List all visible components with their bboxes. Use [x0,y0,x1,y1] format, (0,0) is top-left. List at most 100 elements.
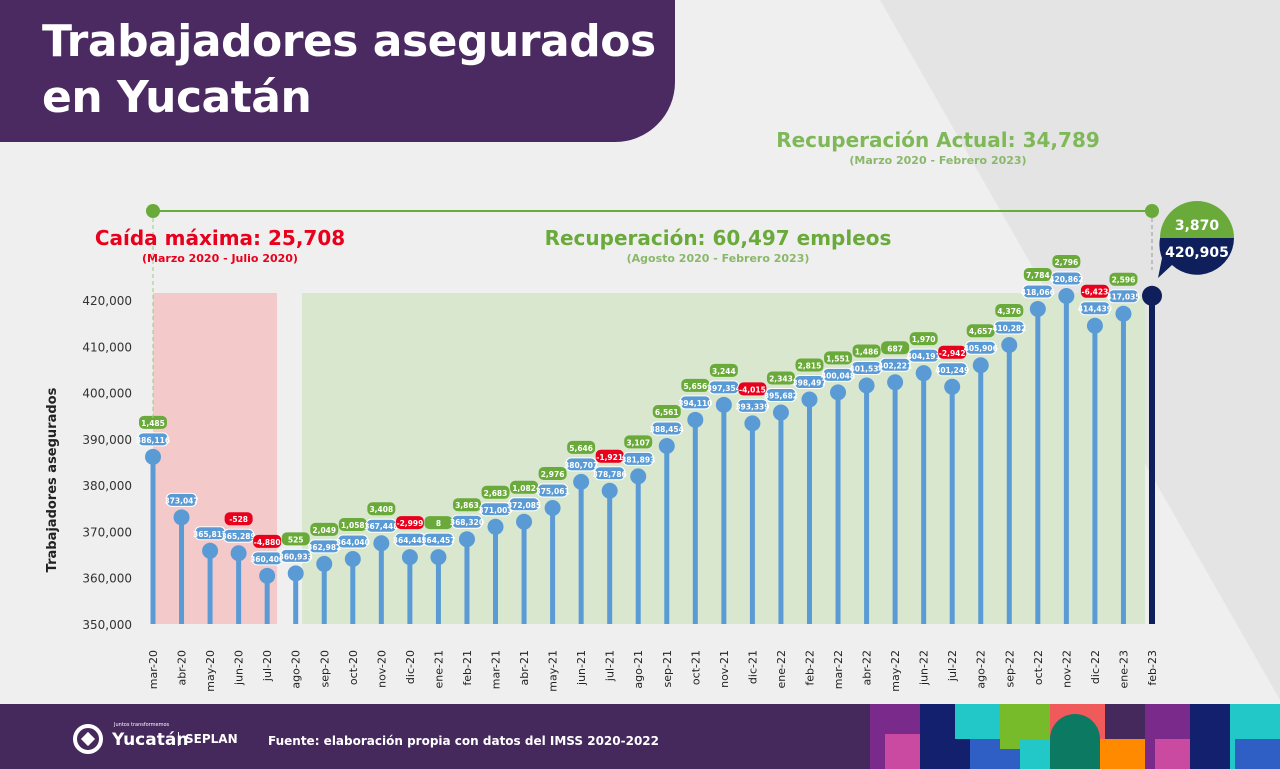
change-label-bg [452,498,481,512]
value-label-bg [793,375,825,390]
last-change-label: 3,870 [1175,218,1220,234]
lollipop-dot [316,555,333,572]
change-label: 3,408 [369,505,393,514]
x-tick-label: feb-21 [461,650,474,686]
x-tick-label: sep-20 [318,650,331,687]
x-tick-label: mar-21 [490,650,503,689]
change-label: 5,656 [683,382,707,391]
lollipop-chart: 350,000 360,000 370,000 380,000 390,000 400,0… [45,0,1280,700]
change-label-bg [681,378,710,392]
change-label: 687 [887,344,903,353]
change-label: 525 [288,535,304,544]
change-label: 4,657 [969,327,993,336]
value-label: 394,110 [678,399,712,408]
current-title: Recuperación Actual: 34,789 [776,128,1100,152]
change-label: 2,343 [769,375,793,384]
value-label: 410,282 [992,324,1026,333]
change-label-bg [966,324,995,338]
lollipop-dot [830,384,847,401]
y-tick-label: 400,000 [82,387,132,401]
x-tick-label: ago-22 [975,650,988,689]
x-tick-label: abr-22 [861,650,874,686]
change-label: -2,999 [396,519,423,528]
lollipop-dot [145,448,161,465]
change-label: 2,815 [798,362,822,371]
x-tick-label: abr-20 [176,650,189,686]
x-tick-label: ene-23 [1117,650,1130,688]
change-label-bg [766,371,795,385]
x-tick-label: dic-20 [404,650,417,684]
lollipop-dot [573,473,590,490]
change-label: -2,942 [939,349,966,358]
x-tick-label: may-21 [547,650,560,692]
x-tick-label: abr-21 [518,650,531,686]
seplan-logo: SEPLAN [178,732,238,746]
x-tick-label: jul-22 [946,650,959,682]
change-label-bg [938,345,967,359]
lollipop-dot [1086,317,1103,334]
value-label: 393,339 [735,402,769,411]
lollipop-dot [259,567,276,584]
x-tick-label: dic-22 [1089,650,1102,684]
lollipop-dot [430,549,447,566]
x-tick-label: sep-21 [661,650,674,687]
x-tick-label: oct-20 [347,650,360,685]
lollipop-dot [601,482,618,499]
x-tick-label: ene-22 [775,650,788,688]
value-label: 360,408 [250,555,284,564]
value-label-bg [422,532,454,547]
value-label: 400,048 [821,371,855,380]
change-label-bg [595,449,624,463]
value-label-bg [1022,284,1054,299]
value-label: 386,116 [136,436,170,445]
value-label-bg [337,534,369,549]
x-tick-label: jul-20 [261,650,274,682]
value-label-bg [879,357,911,372]
change-label: -528 [229,515,248,524]
value-label-bg [1107,289,1139,304]
change-label-bg [1052,255,1081,269]
x-tick-label: nov-22 [1060,650,1073,688]
change-label-bg [738,382,767,396]
lollipop-dot [1058,288,1075,305]
value-label: 398,497 [792,379,826,388]
value-label: 364,449 [393,536,427,545]
change-label-bg [1080,284,1109,298]
lollipop-dot [230,545,247,562]
x-tick-label: ago-21 [632,650,645,689]
value-label-bg [765,388,797,403]
change-label: 3,244 [712,367,736,376]
value-label-bg [280,548,312,563]
recovery-period: (Agosto 2020 - Febrero 2023) [627,252,810,265]
change-label-bg [567,440,596,454]
change-label-bg [824,351,853,365]
value-label: 420,862 [1049,275,1083,284]
change-label-bg [1109,272,1138,286]
lollipop-dot [344,551,361,568]
change-label-bg [995,303,1024,317]
change-label-bg [652,405,681,419]
lollipop-dot [173,509,190,526]
change-label-bg [139,415,167,429]
x-tick-label: jun-21 [575,650,588,686]
change-label-bg [510,480,539,494]
value-label: 372,085 [507,501,541,510]
value-label: 388,454 [650,425,684,434]
value-label: 371,003 [478,506,512,515]
lollipop-dot [772,404,789,421]
value-label-bg [679,395,711,410]
change-label: 3,863 [455,501,479,510]
change-label-bg [795,358,824,372]
value-label-bg [993,320,1025,335]
x-tick-label: jun-22 [918,650,931,686]
y-tick-label: 370,000 [82,525,132,539]
change-label-bg [481,485,510,499]
value-label-bg [1050,271,1082,286]
y-tick-label: 420,000 [82,294,132,308]
lollipop-dot [972,357,989,374]
x-tick-label: nov-20 [375,650,388,688]
change-label: 2,796 [1055,258,1079,267]
change-label: 7,784 [1026,271,1050,280]
change-label: 1,058 [341,521,365,530]
change-label: 1,551 [826,354,850,363]
